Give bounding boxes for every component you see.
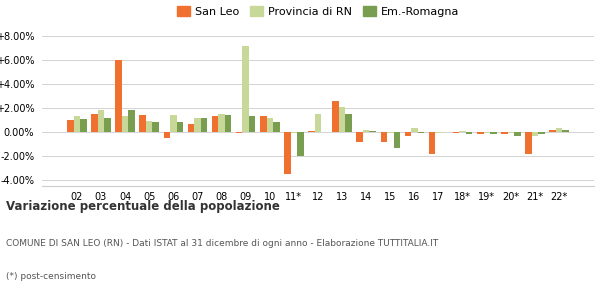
Bar bbox=[212, 116, 218, 132]
Bar bbox=[453, 132, 460, 133]
Bar bbox=[80, 119, 86, 132]
Text: (*) post-censimento: (*) post-censimento bbox=[6, 272, 96, 281]
Bar bbox=[508, 132, 514, 133]
Bar bbox=[249, 116, 256, 132]
Bar bbox=[556, 128, 562, 132]
Bar bbox=[139, 115, 146, 132]
Bar bbox=[532, 132, 538, 136]
Bar bbox=[122, 116, 128, 132]
Bar bbox=[550, 130, 556, 132]
Text: Variazione percentuale della popolazione: Variazione percentuale della popolazione bbox=[6, 200, 280, 213]
Bar bbox=[273, 122, 280, 132]
Bar bbox=[152, 122, 159, 132]
Bar bbox=[490, 132, 497, 134]
Bar bbox=[104, 118, 111, 132]
Bar bbox=[418, 132, 424, 133]
Bar bbox=[188, 124, 194, 132]
Bar bbox=[562, 130, 569, 132]
Bar bbox=[200, 118, 207, 132]
Bar bbox=[176, 122, 183, 132]
Bar bbox=[308, 131, 315, 132]
Bar bbox=[538, 132, 545, 134]
Bar bbox=[260, 116, 266, 132]
Bar bbox=[297, 132, 304, 156]
Bar bbox=[380, 132, 387, 142]
Bar bbox=[74, 116, 80, 132]
Bar bbox=[484, 132, 490, 133]
Bar bbox=[91, 114, 98, 132]
Bar bbox=[218, 114, 225, 132]
Bar bbox=[225, 115, 232, 132]
Bar bbox=[466, 132, 472, 134]
Bar bbox=[146, 121, 152, 132]
Bar bbox=[363, 130, 370, 132]
Bar bbox=[514, 132, 521, 136]
Bar bbox=[290, 132, 297, 133]
Bar bbox=[128, 110, 135, 132]
Bar bbox=[436, 132, 442, 133]
Bar bbox=[387, 132, 394, 133]
Legend: San Leo, Provincia di RN, Em.-Romagna: San Leo, Provincia di RN, Em.-Romagna bbox=[172, 2, 464, 21]
Bar bbox=[411, 128, 418, 132]
Bar bbox=[98, 110, 104, 132]
Bar bbox=[460, 131, 466, 132]
Bar bbox=[339, 107, 346, 132]
Bar bbox=[242, 46, 249, 132]
Bar bbox=[404, 132, 411, 136]
Bar bbox=[164, 132, 170, 138]
Bar bbox=[356, 132, 363, 142]
Bar bbox=[236, 132, 242, 133]
Bar bbox=[332, 101, 339, 132]
Bar bbox=[315, 114, 321, 132]
Bar bbox=[115, 60, 122, 132]
Bar bbox=[346, 114, 352, 132]
Bar bbox=[394, 132, 400, 148]
Bar bbox=[525, 132, 532, 154]
Bar bbox=[429, 132, 436, 154]
Text: COMUNE DI SAN LEO (RN) - Dati ISTAT al 31 dicembre di ogni anno - Elaborazione T: COMUNE DI SAN LEO (RN) - Dati ISTAT al 3… bbox=[6, 239, 438, 248]
Bar bbox=[194, 118, 200, 132]
Bar bbox=[170, 115, 176, 132]
Bar bbox=[501, 132, 508, 134]
Bar bbox=[266, 118, 273, 132]
Bar bbox=[284, 132, 290, 174]
Bar bbox=[67, 120, 74, 132]
Bar bbox=[477, 132, 484, 134]
Bar bbox=[370, 131, 376, 132]
